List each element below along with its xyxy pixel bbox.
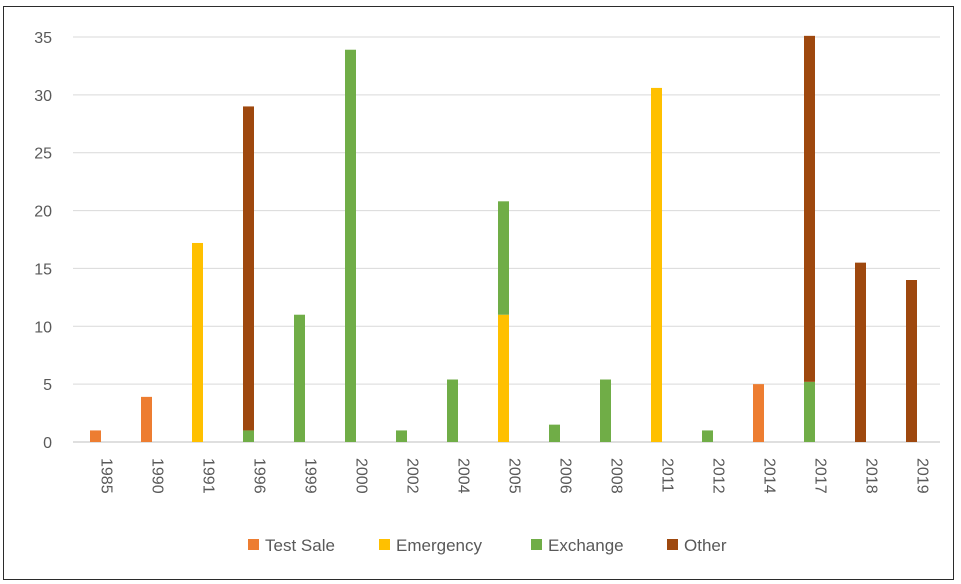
- y-tick-label: 10: [34, 319, 52, 336]
- legend: Test Sale Emergency Exchange Other: [248, 536, 727, 555]
- bar-exchange-2004: [447, 379, 458, 442]
- legend-label: Emergency: [396, 536, 482, 555]
- bar-exchange-2008: [600, 379, 611, 442]
- y-axis: 0 5 10 15 20 25 30 35: [34, 30, 52, 452]
- bar-exchange-2005: [498, 201, 509, 315]
- bar-other-2018: [855, 262, 866, 442]
- bar-exchange-2000: [345, 49, 356, 442]
- bar-exchange-2012: [702, 430, 713, 442]
- bar-exchange-2006: [549, 424, 560, 442]
- y-tick-label: 5: [43, 377, 52, 394]
- y-tick-label: 30: [34, 88, 52, 105]
- bar-emergency-1991: [192, 242, 203, 442]
- chart-frame: [3, 6, 954, 580]
- legend-swatch-other: [667, 539, 678, 550]
- y-tick-label: 15: [34, 261, 52, 278]
- x-axis: 1985 1990 1991 1996 1999 2000 2002 2004 2005 2006…: [98, 458, 931, 494]
- legend-label: Exchange: [548, 536, 624, 555]
- x-tick-label: 1985: [98, 458, 115, 494]
- legend-swatch-test-sale: [248, 539, 259, 550]
- x-tick-label: 1996: [251, 458, 268, 494]
- y-tick-label: 35: [34, 30, 52, 47]
- bar-exchange-2017: [804, 381, 815, 442]
- legend-swatch-emergency: [379, 539, 390, 550]
- y-tick-label: 20: [34, 204, 52, 221]
- x-tick-label: 2002: [404, 458, 421, 494]
- bar-other-2019: [906, 280, 917, 442]
- bar-test-sale-1985: [90, 430, 101, 442]
- x-tick-label: 2014: [761, 458, 778, 494]
- bar-test-sale-2014: [753, 384, 764, 442]
- bar-emergency-2011: [651, 87, 662, 443]
- x-tick-label: 2019: [914, 458, 931, 494]
- bar-other-1996: [243, 106, 254, 431]
- bar-exchange-1996: [243, 430, 254, 442]
- y-tick-label: 25: [34, 146, 52, 163]
- x-tick-label: 2004: [455, 458, 472, 494]
- bars: [90, 35, 917, 443]
- x-tick-label: 2011: [659, 458, 676, 493]
- legend-label: Test Sale: [265, 536, 335, 555]
- bar-other-2017: [804, 35, 815, 382]
- x-tick-label: 2006: [557, 458, 574, 494]
- x-tick-label: 2017: [812, 458, 829, 494]
- y-tick-label: 0: [43, 435, 52, 452]
- x-tick-label: 2008: [608, 458, 625, 494]
- bar-exchange-2002: [396, 430, 407, 442]
- x-tick-label: 2005: [506, 458, 523, 494]
- bar-emergency-2005: [498, 314, 509, 442]
- bar-exchange-1999: [294, 314, 305, 442]
- x-tick-label: 1990: [149, 458, 166, 494]
- legend-swatch-exchange: [531, 539, 542, 550]
- x-tick-label: 2018: [863, 458, 880, 494]
- x-tick-label: 2012: [710, 458, 727, 494]
- x-tick-label: 1991: [200, 458, 217, 494]
- x-tick-label: 1999: [302, 458, 319, 494]
- x-tick-label: 2000: [353, 458, 370, 494]
- bar-test-sale-1990: [141, 396, 152, 442]
- legend-label: Other: [684, 536, 727, 555]
